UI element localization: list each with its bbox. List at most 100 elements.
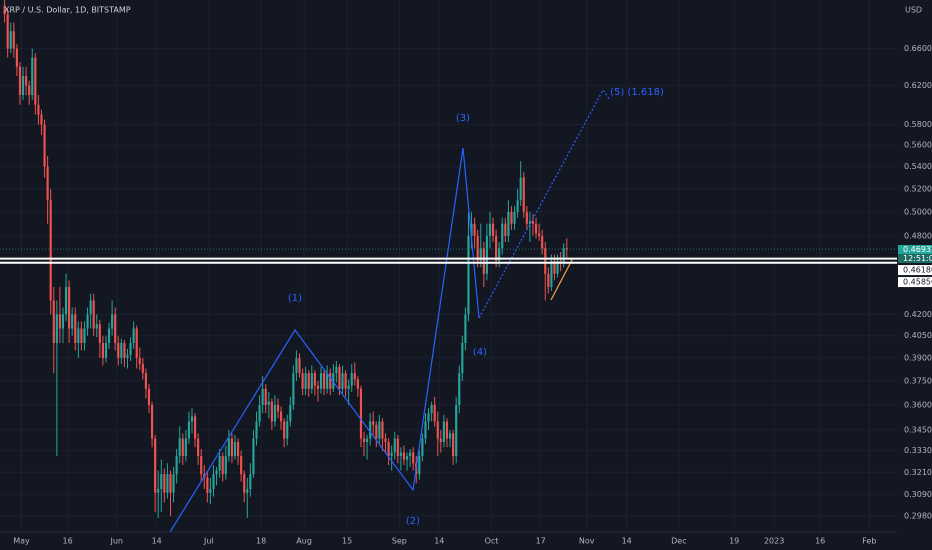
candle-body bbox=[316, 385, 320, 389]
wave-drawing: (1) (2) (3) (4) (5) (1.618) bbox=[169, 87, 664, 533]
candle-body bbox=[28, 85, 31, 95]
countdown-label: 12:51:07 bbox=[903, 254, 932, 263]
candle-body bbox=[495, 235, 498, 261]
wave-label: (2) bbox=[406, 516, 420, 527]
candle-body bbox=[64, 286, 68, 315]
candle-body bbox=[123, 342, 126, 358]
candle-body bbox=[55, 314, 58, 343]
wave-label: (4) bbox=[473, 347, 487, 358]
candle-body bbox=[507, 211, 510, 236]
x-tick-label: 19 bbox=[729, 537, 739, 546]
candle-body bbox=[427, 413, 430, 422]
last-price-label: 0.46933 bbox=[903, 245, 932, 254]
x-tick-label: May bbox=[13, 537, 30, 546]
candle-body bbox=[240, 456, 243, 475]
candle-body bbox=[350, 373, 353, 386]
candle-body bbox=[117, 342, 120, 358]
candle-body bbox=[280, 411, 283, 422]
candle-body bbox=[157, 489, 160, 493]
candle-body bbox=[387, 441, 390, 457]
candle-body bbox=[172, 474, 175, 493]
candle-body bbox=[513, 211, 516, 224]
candle-body bbox=[541, 235, 544, 249]
candle-body bbox=[9, 31, 12, 49]
candle-body bbox=[3, 5, 6, 15]
candle-body bbox=[83, 328, 86, 343]
candle-body bbox=[455, 404, 458, 457]
candle-body bbox=[233, 441, 237, 457]
candle-body bbox=[307, 373, 310, 389]
candle-body bbox=[534, 223, 538, 234]
candle-body bbox=[458, 373, 461, 405]
x-tick-label: Jun bbox=[109, 537, 123, 546]
candle-body bbox=[107, 328, 111, 343]
candle-body bbox=[89, 300, 92, 315]
candle-body bbox=[21, 76, 25, 95]
candle-body bbox=[114, 314, 117, 343]
candle-body bbox=[412, 452, 415, 464]
candle-body bbox=[138, 357, 141, 364]
x-tick-label: Aug bbox=[296, 537, 312, 546]
candle-body bbox=[25, 76, 28, 86]
candle-body bbox=[224, 456, 227, 475]
candle-body bbox=[276, 404, 280, 412]
candle-body bbox=[448, 433, 452, 439]
candle-body bbox=[464, 314, 467, 343]
candle-body bbox=[111, 314, 114, 329]
candle-body bbox=[504, 223, 507, 236]
candle-body bbox=[184, 438, 187, 457]
x-tick-label: 16 bbox=[815, 537, 825, 546]
candle-body bbox=[92, 300, 95, 329]
candle-body bbox=[479, 248, 482, 261]
candle-body bbox=[319, 373, 323, 389]
candle-body bbox=[396, 438, 399, 457]
x-tick-label: 17 bbox=[536, 537, 546, 546]
x-tick-label: Oct bbox=[485, 537, 499, 546]
candle-body bbox=[329, 373, 332, 389]
candle-body bbox=[452, 433, 455, 457]
candle-body bbox=[160, 474, 163, 490]
candle-body bbox=[498, 248, 501, 261]
candle-body bbox=[538, 233, 541, 236]
candle-body bbox=[470, 223, 473, 236]
candle-body bbox=[553, 260, 556, 274]
candle-body bbox=[292, 373, 295, 405]
wave-line bbox=[169, 147, 480, 533]
y-tick-label: 0.29800 bbox=[904, 512, 932, 521]
candle-body bbox=[18, 66, 22, 95]
candle-body bbox=[258, 404, 261, 422]
candle-body bbox=[40, 114, 43, 125]
candle-body bbox=[43, 124, 46, 167]
candle-body bbox=[15, 48, 18, 67]
candle-body bbox=[273, 404, 277, 422]
candle-body bbox=[101, 342, 104, 358]
candle-body bbox=[366, 438, 369, 442]
wave-label: (3) bbox=[456, 113, 470, 124]
candle-body bbox=[356, 379, 359, 389]
candle-body bbox=[166, 474, 169, 493]
candle-body bbox=[132, 328, 135, 343]
candle-body bbox=[323, 373, 326, 389]
candle-body bbox=[424, 421, 427, 439]
trend-line bbox=[550, 257, 574, 301]
candle-body bbox=[98, 324, 101, 343]
currency-label: USD bbox=[905, 6, 922, 15]
level-box bbox=[898, 265, 932, 276]
x-tick-label: Jul bbox=[203, 537, 214, 546]
candle-body bbox=[375, 424, 378, 439]
candle-body bbox=[562, 248, 565, 264]
wave-label: (1) bbox=[288, 293, 302, 304]
candle-body bbox=[347, 385, 350, 389]
candle-body bbox=[120, 342, 123, 358]
wave-label: (5) (1.618) bbox=[610, 87, 664, 98]
candle-body bbox=[154, 438, 157, 493]
